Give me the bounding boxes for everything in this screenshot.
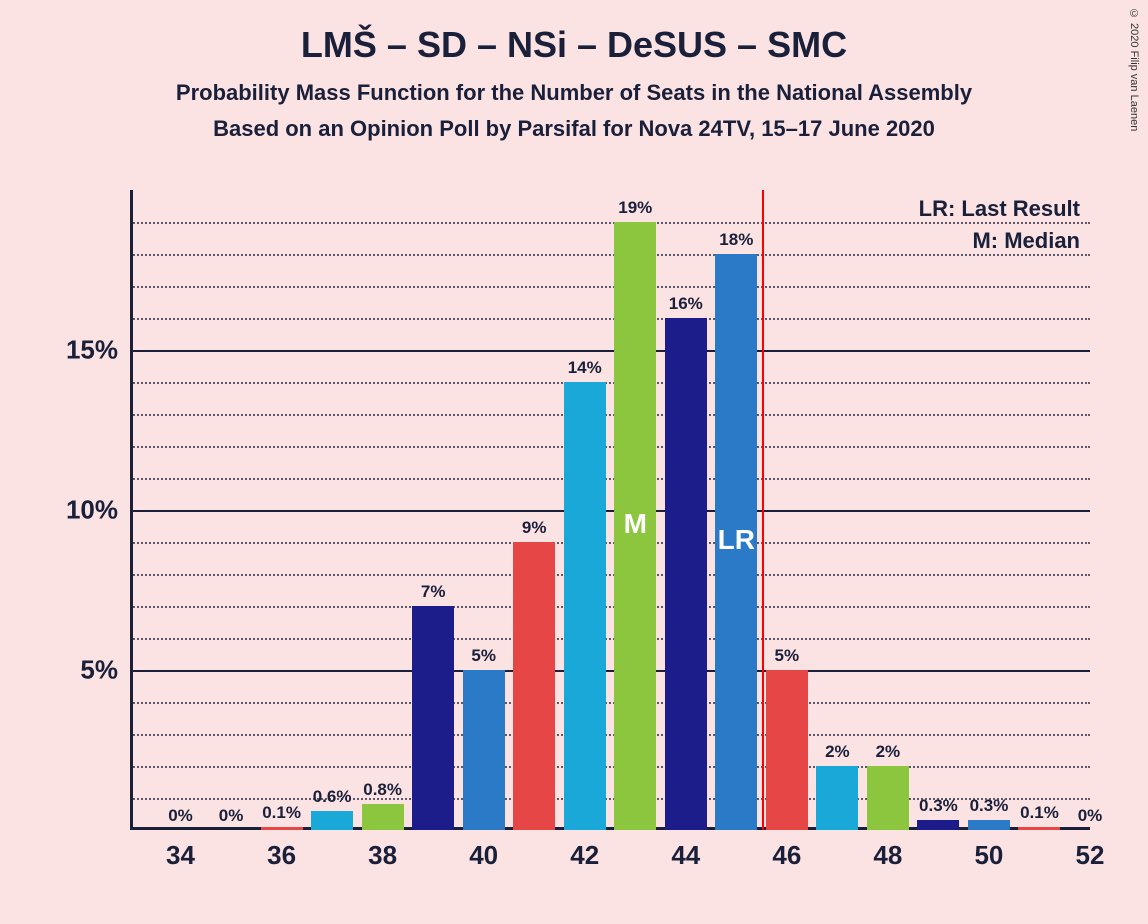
x-tick-label: 44 xyxy=(671,840,700,871)
bar xyxy=(311,811,353,830)
grid-minor xyxy=(130,318,1090,320)
reference-line xyxy=(762,190,764,830)
bar xyxy=(665,318,707,830)
bar xyxy=(766,670,808,830)
bar xyxy=(968,820,1010,830)
grid-major xyxy=(130,510,1090,512)
grid-minor xyxy=(130,574,1090,576)
bar xyxy=(463,670,505,830)
bar xyxy=(412,606,454,830)
x-tick-label: 36 xyxy=(267,840,296,871)
chart-area: LR: Last Result M: Median 5%10%15%343638… xyxy=(130,190,1090,830)
bar-value-label: 0% xyxy=(1078,806,1103,826)
bar-value-label: 5% xyxy=(471,646,496,666)
bar xyxy=(362,804,404,830)
grid-minor xyxy=(130,222,1090,224)
bar-value-label: 19% xyxy=(618,198,652,218)
x-tick-label: 52 xyxy=(1076,840,1105,871)
x-tick-label: 40 xyxy=(469,840,498,871)
bar-value-label: 5% xyxy=(775,646,800,666)
bar-value-label: 7% xyxy=(421,582,446,602)
grid-minor xyxy=(130,254,1090,256)
grid-minor xyxy=(130,734,1090,736)
y-tick-label: 5% xyxy=(80,655,118,686)
grid-minor xyxy=(130,446,1090,448)
bar-value-label: 2% xyxy=(825,742,850,762)
bar-value-label: 0.8% xyxy=(363,780,402,800)
bar-value-label: 0% xyxy=(168,806,193,826)
bar-value-label: 16% xyxy=(669,294,703,314)
grid-minor xyxy=(130,638,1090,640)
x-tick-label: 38 xyxy=(368,840,397,871)
grid-minor xyxy=(130,606,1090,608)
grid-minor xyxy=(130,542,1090,544)
bar xyxy=(564,382,606,830)
x-tick-label: 50 xyxy=(974,840,1003,871)
bar-inside-label: M xyxy=(624,508,647,540)
bar-value-label: 0.3% xyxy=(919,796,958,816)
copyright-text: © 2020 Filip van Laenen xyxy=(1128,8,1140,131)
y-tick-label: 10% xyxy=(66,495,118,526)
bar-value-label: 2% xyxy=(876,742,901,762)
bar xyxy=(917,820,959,830)
bar xyxy=(816,766,858,830)
bar xyxy=(867,766,909,830)
grid-minor xyxy=(130,702,1090,704)
chart-subtitle-1: Probability Mass Function for the Number… xyxy=(0,80,1148,106)
grid-minor xyxy=(130,766,1090,768)
bar-value-label: 0.3% xyxy=(970,796,1009,816)
bar xyxy=(1018,827,1060,830)
bar-value-label: 14% xyxy=(568,358,602,378)
grid-minor xyxy=(130,382,1090,384)
x-tick-label: 34 xyxy=(166,840,195,871)
bar-value-label: 9% xyxy=(522,518,547,538)
grid-major xyxy=(130,670,1090,672)
x-tick-label: 48 xyxy=(873,840,902,871)
bar-value-label: 18% xyxy=(719,230,753,250)
bar-value-label: 0.6% xyxy=(313,787,352,807)
bar-value-label: 0.1% xyxy=(262,803,301,823)
x-tick-label: 42 xyxy=(570,840,599,871)
bar-value-label: 0% xyxy=(219,806,244,826)
chart-subtitle-2: Based on an Opinion Poll by Parsifal for… xyxy=(0,116,1148,142)
grid-minor xyxy=(130,478,1090,480)
bar xyxy=(513,542,555,830)
x-tick-label: 46 xyxy=(772,840,801,871)
grid-minor xyxy=(130,286,1090,288)
plot-area: 5%10%15%343638404244464850520%0%0.1%0.6%… xyxy=(130,190,1090,830)
bar-value-label: 0.1% xyxy=(1020,803,1059,823)
chart-title: LMŠ – SD – NSi – DeSUS – SMC xyxy=(0,0,1148,66)
grid-minor xyxy=(130,414,1090,416)
bar-inside-label: LR xyxy=(718,524,755,556)
grid-major xyxy=(130,350,1090,352)
bar xyxy=(261,827,303,830)
y-tick-label: 15% xyxy=(66,335,118,366)
